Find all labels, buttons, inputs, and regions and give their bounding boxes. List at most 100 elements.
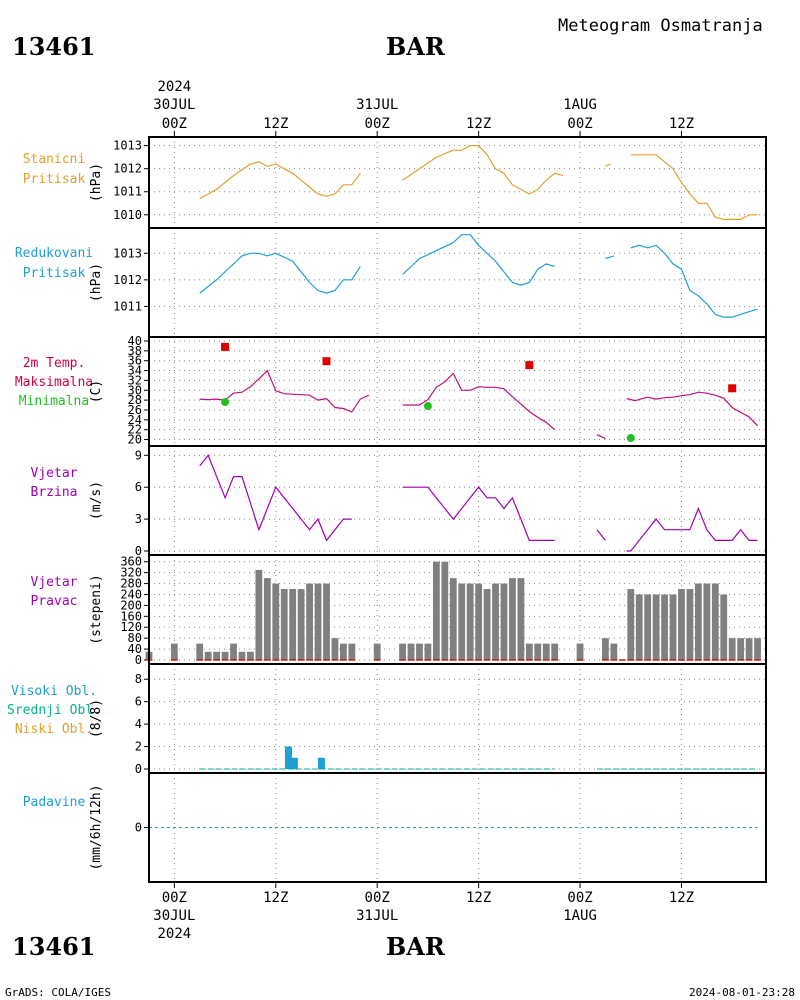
wind-dir-bar: [483, 589, 491, 660]
panel-label-line: Padavine: [23, 795, 86, 810]
y-tick-label: 20: [128, 433, 142, 447]
wind-dir-bar: [213, 651, 221, 660]
wind-dir-bar: [669, 594, 677, 660]
wind-dir-bar: [703, 583, 711, 660]
grid: [173, 773, 682, 882]
wind-dir-bar: [170, 643, 178, 660]
panel-label-line: Vjetar: [31, 466, 78, 481]
bottom-time-label: 12Z: [669, 890, 694, 906]
y-tick-label: 9: [135, 448, 142, 462]
panel-clouds: Visoki Obl. Srednji Obl. Niski Obl.(8/8) 0 2…: [7, 663, 767, 776]
y-tick-label: 36: [128, 354, 142, 368]
panel-label-line: 2m Temp.: [23, 356, 86, 371]
panel-temperature: 2m Temp. Maksimalna Minimalna (C) 2022242628…: [15, 334, 767, 447]
wind-dir-bar: [728, 638, 736, 660]
wind-dir-bar: [644, 594, 652, 660]
y-tick-label: 0: [135, 821, 142, 835]
panel-label-line: Vjetar: [31, 575, 78, 590]
panel-label-line: Pritisak: [23, 172, 86, 187]
wind-dir-bar: [331, 638, 339, 660]
wind-dir-bar: [314, 583, 322, 660]
y-tick-label: 120: [120, 620, 142, 634]
series-line: [402, 372, 556, 431]
y-tick-label: 30: [128, 383, 142, 397]
grid: [149, 337, 766, 446]
series-line: [199, 161, 361, 200]
series-line: [626, 391, 758, 427]
top-time-label: 00Z: [567, 116, 592, 132]
wind-dir-bar: [272, 583, 280, 660]
panel-frame: [148, 663, 767, 774]
station-id-top: 13461: [12, 32, 96, 61]
panel-wind-speed: Vjetar Brzina (m/s) 0 3 6 9: [31, 445, 767, 558]
station-name-top: BAR: [386, 32, 446, 61]
top-time-label: 00Z: [162, 116, 187, 132]
wind-dir-bar: [678, 589, 685, 660]
y-tick-label: 80: [128, 631, 142, 645]
panel-label-line: Pritisak: [23, 266, 86, 281]
y-tick-label: 1010: [113, 208, 142, 222]
wind-dir-bar: [238, 651, 246, 660]
series-line: [596, 529, 606, 541]
wind-dir-bar: [297, 589, 305, 660]
panel-label-line: Pravac: [31, 594, 78, 609]
y-tick-label: 1013: [113, 246, 142, 260]
panel-frame: [148, 336, 767, 447]
y-tick-label: 40: [128, 642, 142, 656]
footer-timestamp: 2024-08-01-23:28: [689, 986, 795, 999]
series-line: [605, 163, 611, 167]
bottom-day-label: 30JUL: [153, 908, 195, 924]
wind-dir-bar: [525, 643, 533, 660]
y-tick-label: 1012: [113, 273, 142, 287]
top-time-label: 00Z: [365, 116, 390, 132]
y-tick-label: 1011: [113, 299, 142, 313]
panel-station-pressure: Stanicni Pritisak (hPa) 1010 1011 1012 1013: [23, 136, 767, 229]
y-tick-label: 200: [120, 598, 142, 612]
bottom-day-label: 1AUG: [563, 908, 597, 924]
y-tick-label: 1013: [113, 139, 142, 153]
wind-dir-bar: [441, 561, 449, 660]
wind-dir-bar: [323, 583, 330, 660]
y-tick-label: 40: [128, 334, 142, 348]
wind-dir-bar: [263, 578, 271, 660]
wind-dir-bar: [399, 643, 406, 660]
wind-dir-bar: [458, 583, 466, 660]
wind-dir-bar: [247, 651, 254, 660]
y-tick-label: 24: [128, 413, 142, 427]
wind-dir-bar: [576, 643, 584, 660]
wind-dir-bar: [610, 643, 618, 660]
panel-label-line: Niski Obl.: [15, 722, 93, 737]
min-temp-marker: [423, 402, 432, 411]
wind-dir-bar: [534, 643, 542, 660]
panel-reduced-pressure: Redukovani Pritisak (hPa) 1011 1012 1013: [15, 227, 767, 338]
panel-frame: [148, 227, 767, 338]
wind-dir-bar: [517, 578, 525, 660]
top-day-label: 1AUG: [563, 97, 597, 113]
wind-dir-bar: [509, 578, 516, 660]
min-temp-marker: [626, 434, 635, 443]
bottom-time-label: 12Z: [263, 890, 288, 906]
y-axis-unit: (m/s): [89, 481, 104, 520]
series-line: [199, 369, 370, 413]
series-line: [402, 486, 555, 541]
panel-label-line: Redukovani: [15, 246, 93, 261]
wind-dir-bar: [407, 643, 415, 660]
wind-dir-bar: [745, 638, 753, 660]
wind-dir-bar: [754, 638, 761, 660]
wind-dir-bar: [306, 583, 313, 660]
top-day-label: 31JUL: [356, 97, 398, 113]
y-tick-label: 4: [135, 717, 142, 731]
max-temp-marker: [728, 384, 737, 393]
wind-dir-bar: [204, 651, 212, 660]
grid: [149, 137, 766, 228]
y-tick-label: 8: [135, 672, 142, 686]
wind-dir-bar: [737, 638, 745, 660]
wind-dir-bar: [711, 583, 719, 660]
y-axis-unit: (mm/6h/12h): [89, 784, 104, 870]
bottom-year-label: 2024: [157, 926, 191, 942]
y-tick-label: 32: [128, 373, 142, 387]
wind-dir-bar: [542, 643, 550, 660]
y-tick-label: 0: [135, 653, 142, 667]
wind-dir-bar: [466, 583, 474, 660]
grid: [149, 446, 766, 555]
